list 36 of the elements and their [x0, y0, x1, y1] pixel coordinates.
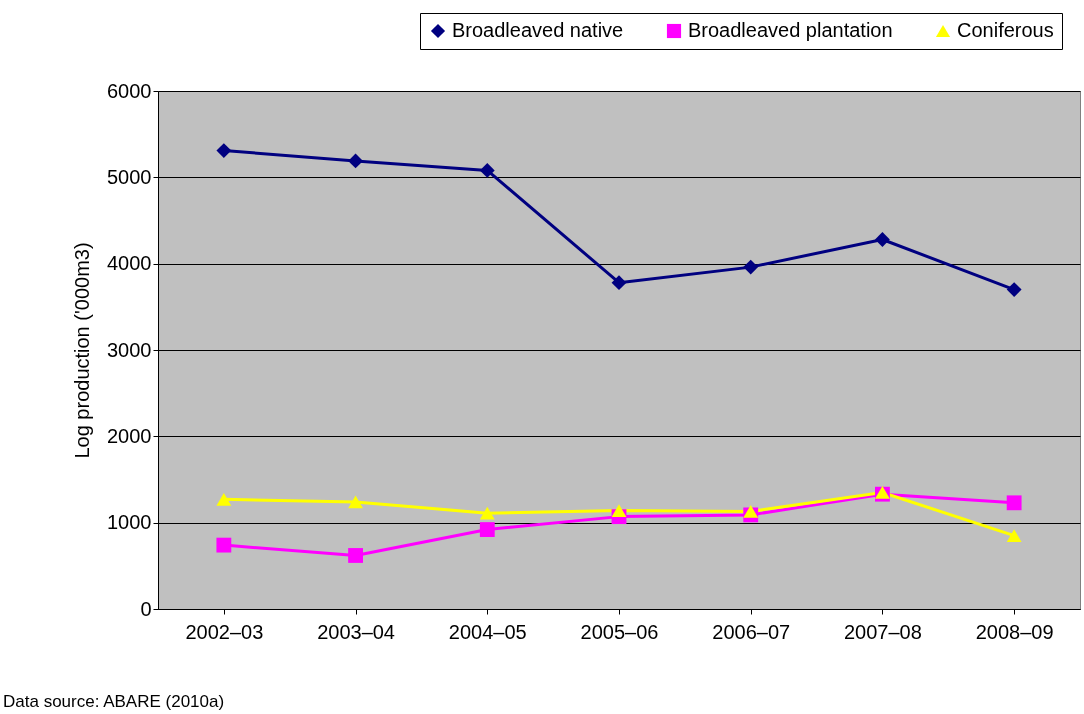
x-tick-label: 2007–08 — [843, 620, 922, 643]
y-tick-label: 1000 — [107, 511, 152, 534]
x-tick-label: 2005–06 — [580, 620, 659, 643]
y-tick-label: 6000 — [107, 79, 152, 102]
y-tick-label: 4000 — [107, 252, 152, 275]
x-tick-label: 2008–09 — [975, 620, 1054, 643]
y-tick-label: 0 — [140, 597, 152, 620]
point — [1006, 495, 1022, 511]
point — [611, 275, 627, 291]
point — [216, 537, 232, 553]
y-tick-label: 5000 — [107, 165, 152, 188]
legend-label: Coniferous — [957, 19, 1054, 41]
point — [348, 548, 363, 563]
point — [743, 259, 759, 275]
point — [216, 492, 232, 506]
x-tick-label: 2002–03 — [185, 620, 264, 643]
point — [875, 232, 890, 247]
point — [216, 143, 232, 158]
point — [479, 506, 495, 520]
point — [1006, 529, 1022, 543]
point — [743, 505, 759, 518]
y-tick-label: 3000 — [107, 338, 152, 361]
point — [611, 504, 627, 517]
x-tick-label: 2006–07 — [712, 620, 791, 643]
x-tick-label: 2003–04 — [317, 620, 396, 643]
point — [479, 163, 495, 178]
point — [1006, 282, 1022, 297]
point — [479, 522, 495, 537]
legend-label: Broadleaved plantation — [688, 19, 893, 41]
point — [348, 153, 363, 169]
x-tick-label: 2004–05 — [448, 620, 527, 643]
legend-label: Broadleaved native — [452, 19, 624, 41]
source-note: Data source: ABARE (2010a) — [3, 692, 225, 711]
y-axis-title: Log production ('000m3) — [71, 242, 94, 459]
point — [348, 495, 363, 509]
y-tick-label: 2000 — [107, 424, 152, 447]
